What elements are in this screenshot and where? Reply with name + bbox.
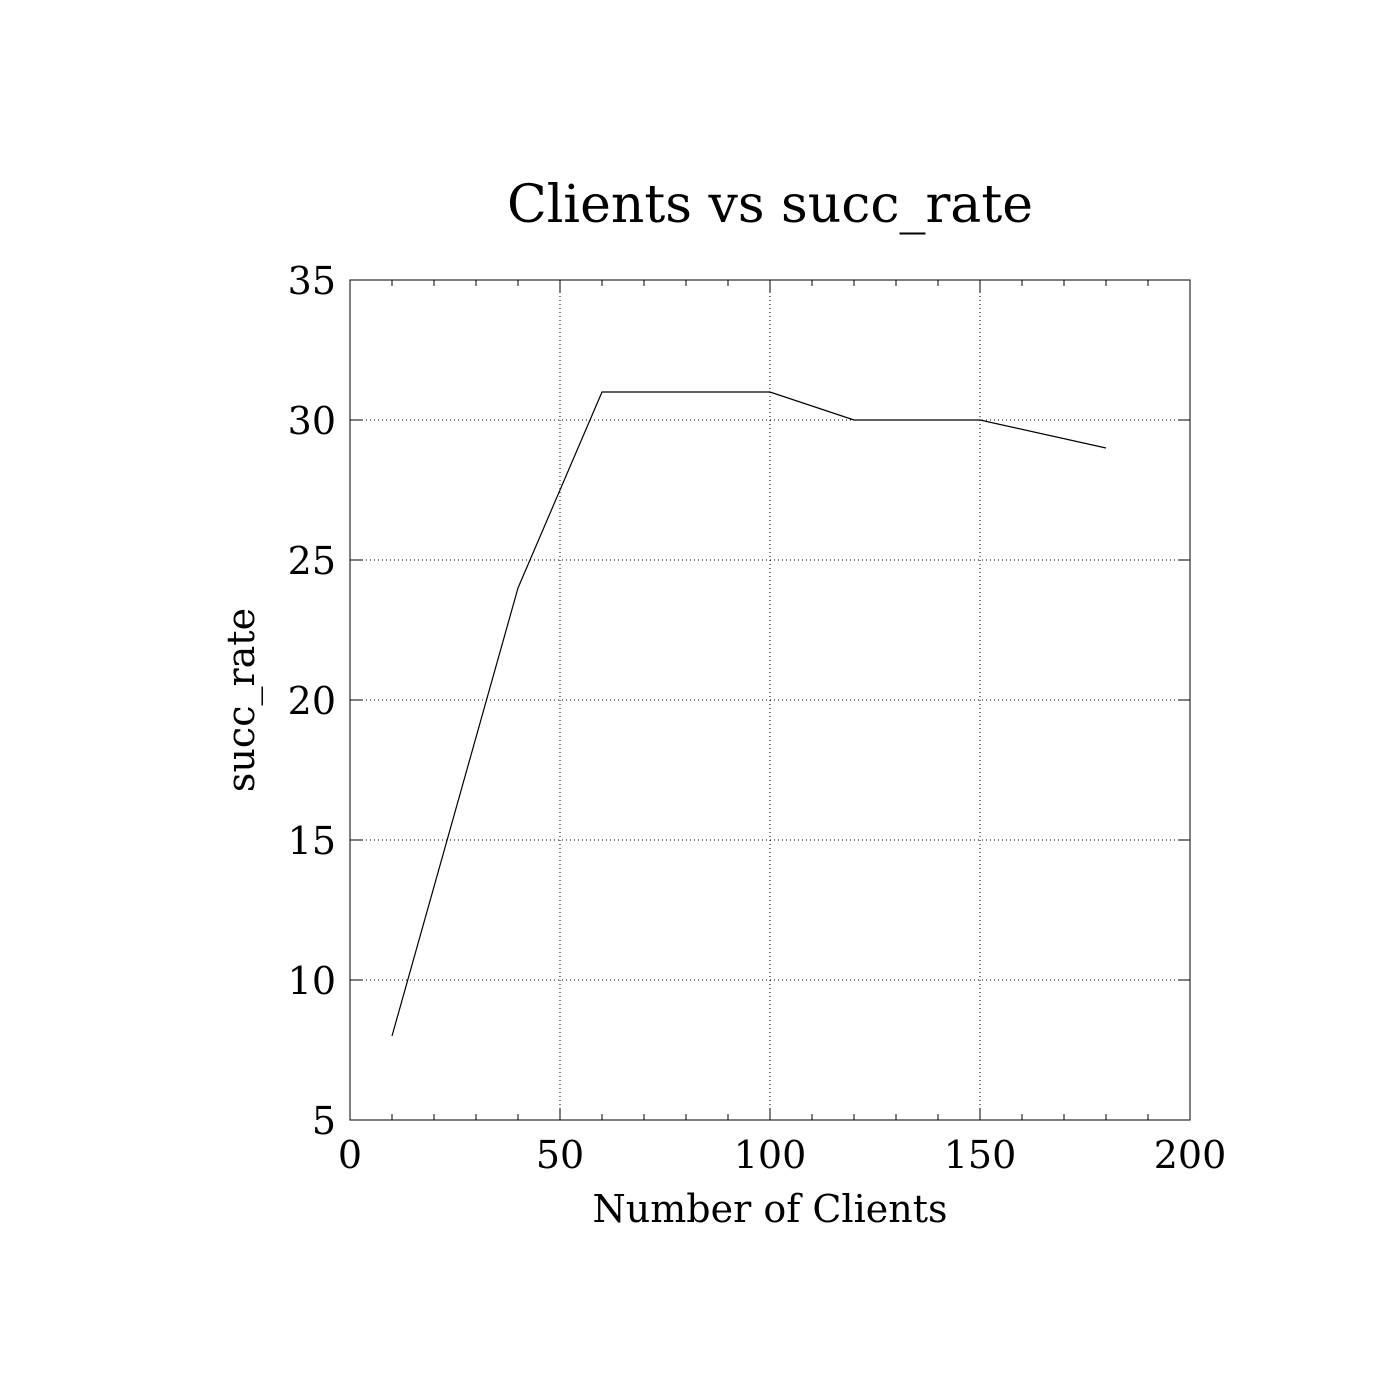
x-tick-label: 100: [734, 1133, 807, 1177]
y-axis-title: succ_rate: [219, 608, 264, 792]
x-tick-label: 200: [1154, 1133, 1227, 1177]
x-tick-label: 0: [338, 1133, 362, 1177]
y-tick-label: 10: [288, 959, 336, 1003]
x-axis-title: Number of Clients: [593, 1187, 948, 1231]
series-layer: [391, 391, 1107, 1037]
x-tick-label: 50: [536, 1133, 584, 1177]
y-tick-label: 15: [288, 819, 336, 863]
y-tick-label: 20: [288, 679, 336, 723]
y-tick-label: 5: [312, 1099, 336, 1143]
chart-title: Clients vs succ_rate: [507, 175, 1033, 235]
y-tick-label: 30: [288, 399, 336, 443]
x-tick-label: 150: [944, 1133, 1017, 1177]
y-tick-label: 25: [288, 539, 336, 583]
y-tick-label: 35: [288, 259, 336, 303]
axis-ticks: [349, 279, 1191, 1121]
